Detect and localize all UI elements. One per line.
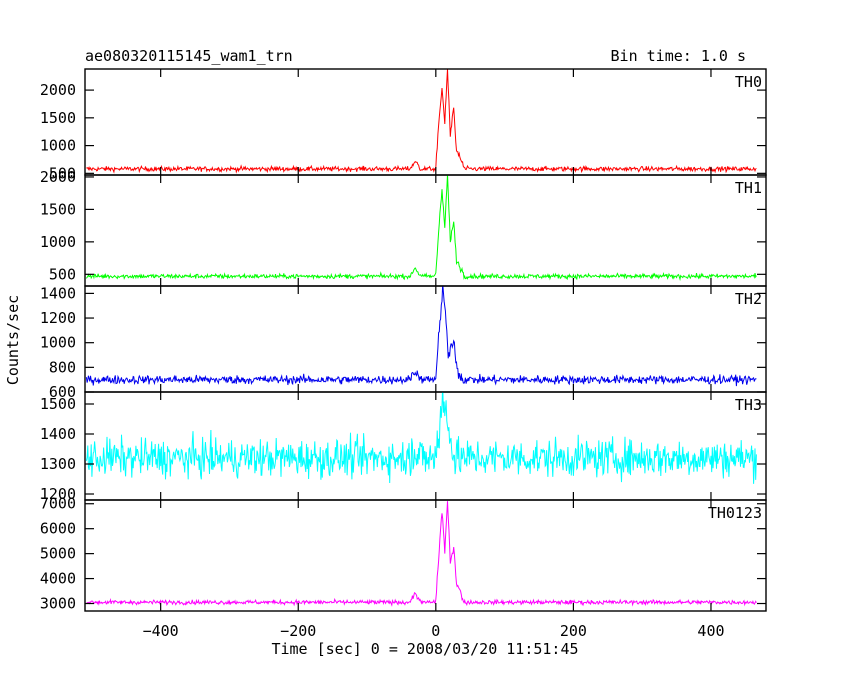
panel-label-th0: TH0 (735, 73, 762, 91)
chart-title: ae080320115145_wam1_trn (85, 47, 293, 65)
y-tick-label: 1400 (40, 284, 76, 302)
panel-label-th3: TH3 (735, 396, 762, 414)
series-line-th0123 (86, 501, 757, 607)
y-tick-label: 2000 (40, 168, 76, 186)
panel-label-th0123: TH0123 (708, 504, 762, 522)
y-tick-label: 1200 (40, 309, 76, 327)
panel-th0: 500 1000 1500 2000 TH0 (40, 68, 767, 182)
y-tick-label: 1200 (40, 485, 76, 503)
panel-frame (84, 285, 767, 393)
panel-label-th1: TH1 (735, 179, 762, 197)
y-tick-label: 4000 (40, 570, 76, 588)
panels-group: 500 1000 1500 2000 TH0 500 1000 1500 2000 TH1 600 8… (40, 68, 767, 613)
y-tick-label: 1500 (40, 109, 76, 127)
x-axis: −400 −200 0 200 400 (143, 622, 725, 640)
panel-frame (84, 174, 767, 287)
y-tick-label: 1000 (40, 334, 76, 352)
y-tick-label: 1000 (40, 137, 76, 155)
y-tick-label: 1400 (40, 425, 76, 443)
y-tick-label: 500 (49, 164, 76, 182)
y-tick-label: 1000 (40, 233, 76, 251)
y-tick-label: 1500 (40, 395, 76, 413)
panel-th3: 1200 1300 1400 1500 TH3 (40, 391, 767, 503)
y-tick-label: 2000 (40, 81, 76, 99)
y-tick-label: 1300 (40, 455, 76, 473)
y-tick-label: 6000 (40, 520, 76, 538)
x-tick-label: 0 (431, 622, 440, 640)
y-tick-label: 3000 (40, 595, 76, 613)
y-tick-label: 600 (49, 383, 76, 401)
y-tick-label: 5000 (40, 545, 76, 563)
panel-th2: 600 800 1000 1200 1400 TH2 (40, 284, 767, 401)
series-line-th0 (86, 69, 757, 174)
panel-th0123: 3000 4000 5000 6000 7000 TH0123 (40, 495, 767, 613)
x-tick-label: −400 (143, 622, 179, 640)
panel-frame (84, 391, 767, 501)
x-axis-label: Time [sec] 0 = 2008/03/20 11:51:45 (271, 640, 578, 658)
series-line-th1 (85, 175, 757, 282)
series-line-th3 (85, 392, 757, 484)
x-tick-label: −200 (280, 622, 316, 640)
panel-th1: 500 1000 1500 2000 TH1 (40, 168, 767, 287)
y-axis-label: Counts/sec (4, 295, 22, 385)
y-tick-label: 7000 (40, 495, 76, 513)
bin-time-label: Bin time: 1.0 s (611, 47, 746, 65)
y-tick-label: 500 (49, 265, 76, 283)
panel-label-th2: TH2 (735, 290, 762, 308)
x-tick-label: 200 (560, 622, 587, 640)
panel-frame (84, 499, 767, 612)
series-line-th2 (85, 286, 757, 387)
panel-frame (84, 68, 767, 176)
y-tick-label: 800 (49, 358, 76, 376)
y-tick-label: 1500 (40, 200, 76, 218)
x-tick-label: 400 (697, 622, 724, 640)
